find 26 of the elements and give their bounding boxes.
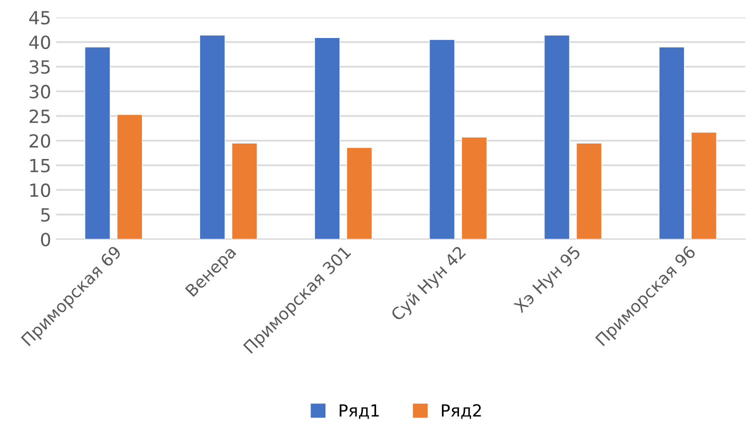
y-tick-label: 5 <box>41 208 50 222</box>
legend-label: Ряд2 <box>442 404 481 419</box>
x-tick-label: Хэ Нун 95 <box>512 245 584 316</box>
y-tick-label: 10 <box>30 183 50 198</box>
bar <box>314 37 340 240</box>
x-tick-label: Суй Нун 42 <box>390 245 468 324</box>
y-tick-label: 0 <box>41 232 50 246</box>
y-tick-label: 30 <box>30 84 50 98</box>
bar <box>690 132 717 240</box>
y-tick-label: 35 <box>30 60 50 74</box>
y-tick-label: 45 <box>29 11 50 25</box>
legend-label: Ряд1 <box>340 404 379 419</box>
y-tick-label: 20 <box>30 134 50 148</box>
bar <box>429 39 456 240</box>
y-tick-label: 15 <box>30 158 50 172</box>
bar <box>658 46 685 240</box>
bar <box>116 114 143 240</box>
bar <box>346 147 372 240</box>
y-tick-label: 25 <box>30 109 50 124</box>
bar <box>461 136 488 240</box>
bar <box>84 46 111 240</box>
bar <box>232 142 258 240</box>
bar <box>576 142 602 240</box>
y-tick-label: 40 <box>29 36 50 50</box>
bar <box>544 34 570 240</box>
bar <box>199 34 226 240</box>
